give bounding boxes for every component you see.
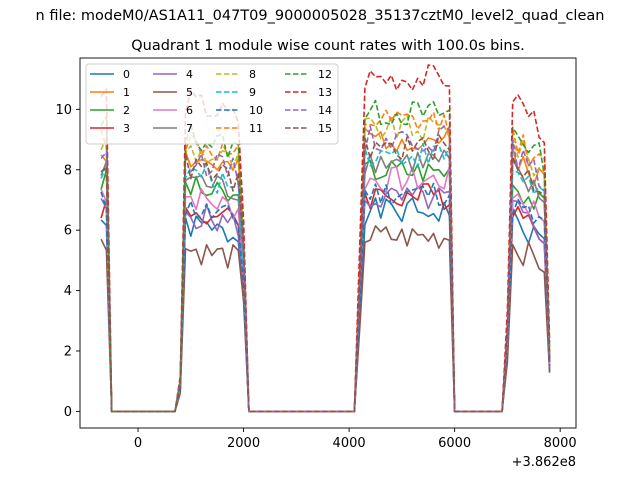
legend-label-0: 0 [123,68,130,81]
x-axis-ticks: 0 2000 4000 6000 8000 [134,428,577,451]
legend-label-10: 10 [249,104,263,117]
legend-label-13: 13 [318,86,332,99]
y-tick-label: 10 [55,103,72,118]
legend-frame [85,63,339,145]
x-tick-label: 8000 [544,436,577,451]
y-axis-ticks: 0 2 4 6 8 10 [55,103,80,420]
x-tick-label: 2000 [227,436,260,451]
legend-label-15: 15 [318,122,332,135]
x-tick-label: 0 [134,436,142,451]
legend-label-7: 7 [186,122,193,135]
x-offset-label: +3.862e8 [512,455,576,470]
chart-suptitle: n file: modeM0/AS1A11_047T09_9000005028_… [36,8,605,24]
series-layer [100,64,551,413]
chart-title: Quadrant 1 module wise count rates with … [131,38,525,54]
legend-label-4: 4 [186,68,193,81]
legend-label-9: 9 [249,86,256,99]
y-tick-label: 8 [64,163,72,178]
legend-label-6: 6 [186,104,193,117]
legend-label-12: 12 [318,68,332,81]
legend-label-11: 11 [249,122,263,135]
plot-frame [79,57,577,429]
legend-label-1: 1 [123,86,130,99]
series-line-15 [100,134,551,413]
legend-label-3: 3 [123,122,130,135]
legend-label-8: 8 [249,68,256,81]
legend-label-2: 2 [123,104,130,117]
y-tick-label: 6 [64,224,72,239]
x-tick-label: 4000 [333,436,366,451]
legend-label-14: 14 [318,104,332,117]
legend-label-5: 5 [186,86,193,99]
y-tick-label: 0 [64,405,72,420]
x-tick-label: 6000 [438,436,471,451]
y-tick-label: 4 [64,284,72,299]
y-tick-label: 2 [64,344,72,359]
